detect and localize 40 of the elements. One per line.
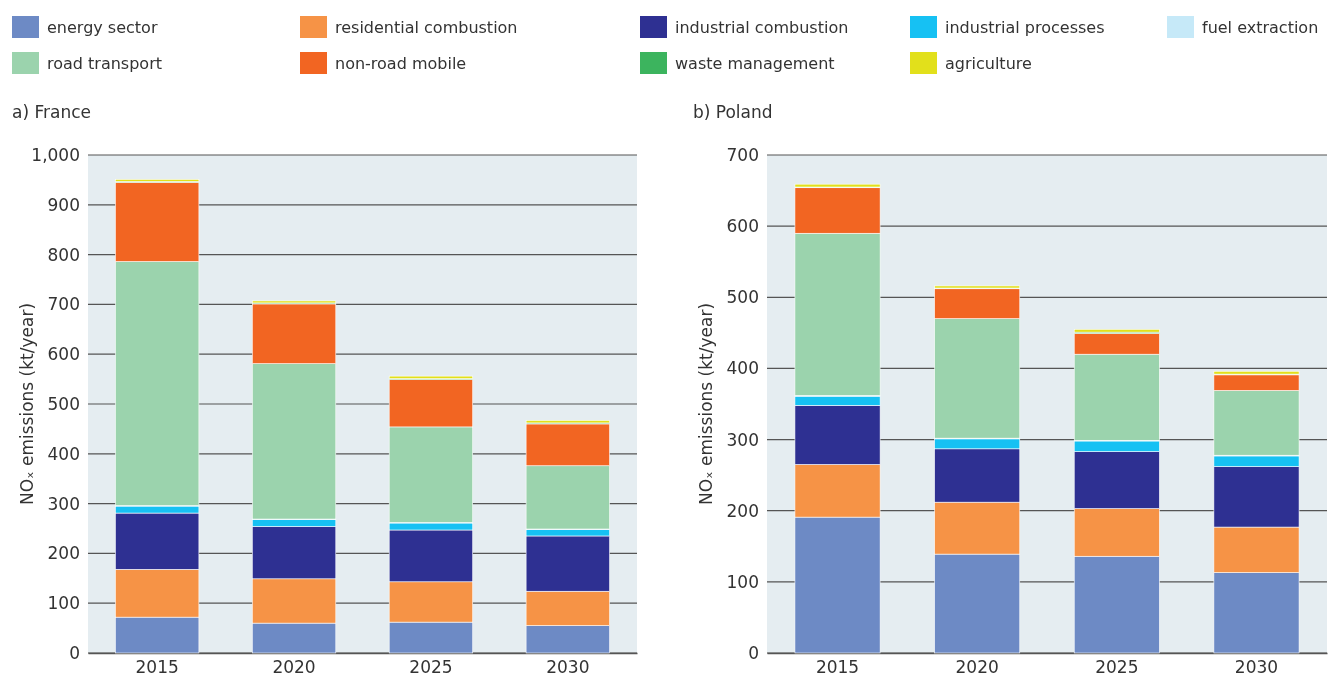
y-tick-label: 0 <box>748 642 759 663</box>
x-tick-label: 2025 <box>1095 657 1139 677</box>
y-tick-label: 900 <box>47 194 80 215</box>
y-tick-label: 1,000 <box>31 144 80 165</box>
y-tick-label: 500 <box>726 287 759 308</box>
x-tick-label: 2030 <box>546 657 590 677</box>
legend-label: industrial combustion <box>675 18 849 37</box>
y-tick-label: 200 <box>726 500 759 521</box>
x-tick-label: 2025 <box>409 657 453 677</box>
y-axis-title: NOₓ emissions (kt/year) <box>17 302 37 506</box>
x-tick-label: 2020 <box>955 657 999 677</box>
y-tick-label: 400 <box>726 358 759 379</box>
y-tick-label: 200 <box>47 543 80 564</box>
x-tick-label: 2015 <box>135 657 179 677</box>
x-tick-label: 2030 <box>1234 657 1279 677</box>
y-tick-label: 100 <box>47 593 80 614</box>
legend-label: agriculture <box>945 54 1032 73</box>
legend-label: road transport <box>47 54 162 73</box>
y-axis-title: NOₓ emissions (kt/year) <box>696 302 716 506</box>
y-tick-label: 600 <box>47 344 80 365</box>
y-tick-label: 0 <box>69 642 80 663</box>
y-tick-label: 700 <box>47 294 80 315</box>
legend-label: non-road mobile <box>335 54 467 73</box>
y-tick-label: 800 <box>47 244 80 265</box>
legend-label: industrial processes <box>945 18 1105 37</box>
y-tick-label: 600 <box>726 216 759 237</box>
x-tick-label: 2015 <box>815 657 860 677</box>
y-tick-label: 300 <box>47 493 80 514</box>
y-tick-label: 100 <box>726 571 759 592</box>
x-tick-label: 2020 <box>272 657 316 677</box>
legend-label: residential combustion <box>335 18 518 37</box>
chart-title: b) Poland <box>693 102 773 122</box>
y-tick-label: 500 <box>47 393 80 414</box>
chart-title: a) France <box>12 102 91 122</box>
y-tick-label: 400 <box>47 443 80 464</box>
legend-label: waste management <box>675 54 835 73</box>
y-tick-label: 700 <box>726 144 759 165</box>
legend-label: energy sector <box>47 18 158 37</box>
legend-label: fuel extraction <box>1202 18 1319 37</box>
y-tick-label: 300 <box>726 429 759 450</box>
